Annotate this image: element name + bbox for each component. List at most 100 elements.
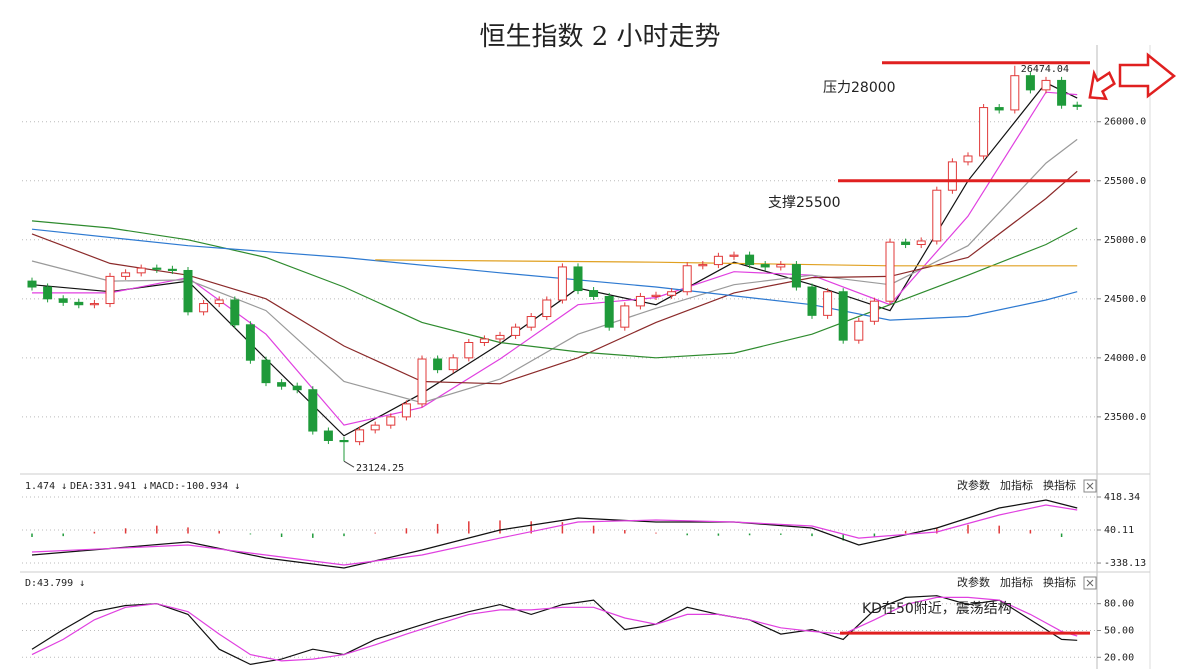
candle-body	[1010, 75, 1020, 111]
indicator-line	[31, 170, 1078, 385]
candle-body	[838, 291, 848, 341]
close-icon	[1086, 579, 1094, 587]
candle-body	[323, 430, 333, 441]
close-icon	[1086, 482, 1094, 490]
legend-text: 1.474 ↓	[25, 481, 67, 492]
candle-body	[339, 439, 349, 443]
annotation: 支撑25500	[768, 195, 841, 211]
candle-body	[105, 275, 115, 305]
candle-body	[214, 299, 224, 305]
toolbar-button[interactable]: 改参数	[957, 575, 990, 589]
max-label: 26474.04	[1021, 64, 1069, 75]
candle-body	[901, 241, 911, 246]
candle-body	[760, 264, 770, 268]
candle-body	[963, 155, 973, 163]
indicator-line	[32, 91, 1078, 426]
legend-text: D:43.799 ↓	[25, 578, 85, 589]
candle-body	[292, 385, 302, 391]
candle-body	[713, 255, 723, 266]
candle-body	[417, 358, 427, 405]
y-tick-label: 24500.0	[1104, 294, 1146, 305]
candle-body	[854, 320, 864, 341]
candle-body	[589, 290, 599, 297]
candle-body	[43, 286, 53, 300]
candle-body	[526, 316, 536, 328]
toolbar-button[interactable]: 加指标	[1000, 478, 1033, 492]
annotation: KD在50附近，震荡结构	[862, 601, 1012, 617]
candle-body	[1025, 75, 1035, 91]
indicator-line	[31, 138, 1078, 404]
toolbar-button[interactable]: 换指标	[1043, 478, 1076, 492]
candle-body	[807, 286, 817, 316]
indicator-line	[31, 504, 1078, 566]
y-tick-label: -338.13	[1104, 558, 1146, 569]
candle-body	[479, 338, 489, 344]
candle-body	[604, 295, 614, 328]
candle-body	[573, 266, 583, 292]
chart-title: 恒生指数 2 小时走势	[479, 22, 720, 52]
indicator-line	[31, 499, 1078, 569]
y-tick-label: 26000.0	[1104, 117, 1146, 128]
candle-body	[230, 299, 240, 326]
candle-body	[635, 295, 645, 307]
legend-text: MACD:-100.934 ↓	[150, 481, 240, 492]
candle-body	[1057, 79, 1067, 106]
candle-body	[682, 265, 692, 293]
candle-body	[464, 342, 474, 359]
candle-body	[58, 298, 68, 303]
candle-body	[932, 189, 942, 242]
candle-body	[245, 324, 255, 361]
candle-body	[308, 389, 318, 432]
candle-body	[542, 299, 552, 318]
candle-body	[1041, 79, 1051, 91]
candle-body	[557, 266, 567, 301]
min-label: 23124.25	[356, 463, 404, 474]
candle-body	[27, 280, 37, 288]
arrow-icon	[1118, 52, 1177, 99]
candle-body	[745, 254, 755, 266]
y-tick-label: 24000.0	[1104, 353, 1146, 364]
toolbar-button[interactable]: 改参数	[957, 478, 990, 492]
candle-body	[916, 240, 926, 246]
candle-body	[433, 358, 443, 371]
candle-body	[495, 334, 505, 340]
candle-body	[791, 264, 801, 288]
candle-body	[355, 429, 365, 443]
candle-body	[729, 254, 739, 257]
candle-body	[651, 294, 661, 297]
y-tick-label: 418.34	[1104, 492, 1140, 503]
toolbar-button[interactable]: 换指标	[1043, 575, 1076, 589]
y-tick-label: 80.00	[1104, 599, 1134, 610]
indicator-line	[31, 228, 1078, 321]
candle-body	[277, 382, 287, 387]
candle-body	[947, 161, 957, 191]
candle-body	[401, 403, 411, 418]
candle-body	[511, 326, 521, 336]
candle-body	[620, 305, 630, 328]
candle-body	[167, 268, 177, 271]
candle-body	[74, 301, 84, 306]
candle-body	[121, 272, 131, 277]
candle-body	[183, 269, 193, 313]
arrow-icon	[1088, 69, 1116, 101]
candle-body	[885, 241, 895, 302]
y-tick-label: 25500.0	[1104, 176, 1146, 187]
candle-body	[1072, 104, 1082, 107]
candle-body	[979, 107, 989, 157]
candle-body	[823, 291, 833, 316]
y-tick-label: 40.11	[1104, 525, 1134, 536]
candle-body	[386, 416, 396, 426]
candle-body	[667, 291, 677, 296]
indicator-line	[31, 220, 1078, 359]
candle-body	[370, 424, 380, 431]
candle-body	[152, 267, 162, 270]
candle-body	[261, 359, 271, 384]
indicator-line	[375, 259, 1078, 267]
toolbar-button[interactable]: 加指标	[1000, 575, 1033, 589]
annotation: 压力28000	[823, 80, 896, 96]
candle-body	[698, 264, 708, 267]
candle-body	[199, 303, 209, 313]
legend-text: DEA:331.941 ↓	[70, 481, 148, 492]
candle-body	[448, 357, 458, 371]
